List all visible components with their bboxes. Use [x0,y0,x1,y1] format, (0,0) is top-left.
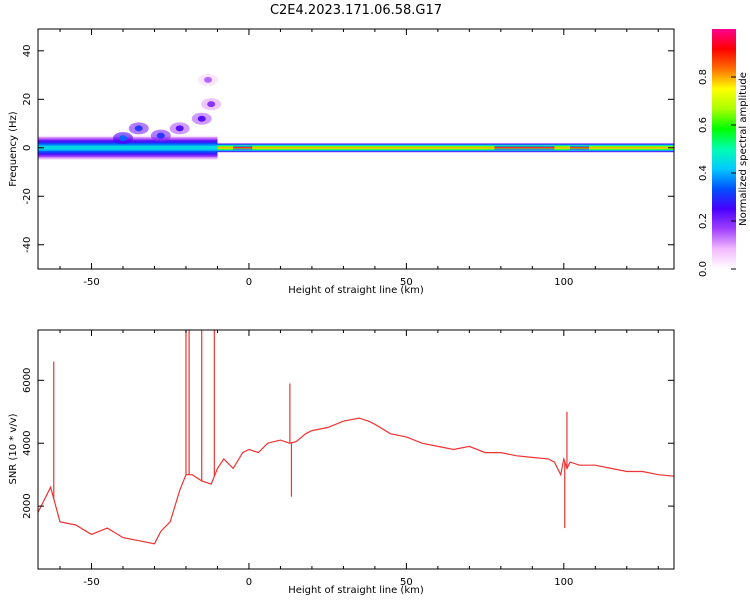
spectrogram-ylabel: Frequency (Hz) [8,111,19,187]
snr-series-line [38,417,674,545]
spectrogram-ticks: -50 0 50 100 -40 -20 0 20 40 [22,29,674,288]
spectrogram-xtick-label: -50 [83,277,99,288]
spectrogram-blob-core [207,101,216,108]
spectrogram-blob-core [156,132,165,139]
colorbar-gradient [712,29,736,269]
colorbar-tick-label: 0.0 [698,261,709,277]
spectrogram-frame [37,28,675,270]
snr-ytick-label: 2000 [22,493,33,518]
snr-frame [37,329,675,570]
spectrogram-ytick-label: 40 [22,44,33,57]
spectrogram-blob-core [197,115,206,122]
snr-xlabel: Height of straight line (km) [288,585,424,596]
spectrogram-band-cell [494,147,555,149]
snr-ylabel: SNR (10 * v/v) [8,413,19,484]
spectrogram-xtick-label: 0 [246,277,252,288]
colorbar: 0.0 0.2 0.4 0.6 0.8 Normalized spectral ampl… [698,29,749,277]
spectrogram-band-cell [217,147,675,149]
spectrogram-blob-core [119,135,128,142]
spectrogram-ytick-label: -20 [22,188,33,204]
colorbar-tick-label: 0.8 [698,69,709,85]
snr-ticks: -50 0 50 100 2000 4000 6000 [22,330,674,588]
snr-line-layer [38,330,674,545]
snr-ytick-label: 4000 [22,430,33,455]
figure-title: C2E4.2023.171.06.58.G17 [270,3,442,18]
spectrogram-xtick-label: 50 [400,277,413,288]
spectrogram-blob-core [175,125,184,132]
colorbar-tick-label: 0.2 [698,213,709,229]
snr-xtick-label: 0 [246,577,252,588]
spectrogram-panel: -50 0 50 100 -40 -20 0 20 40 Height of straight … [8,28,675,296]
colorbar-tick-label: 0.4 [698,165,709,181]
spectrogram-ytick-label: 0 [22,145,33,151]
snr-panel: -50 0 50 100 2000 4000 6000 Height of straight… [8,329,675,596]
spectrogram-xtick-label: 100 [554,277,573,288]
colorbar-tick-label: 0.6 [698,117,709,133]
spectrogram-blob-core [204,76,213,83]
spectrogram-xlabel: Height of straight line (km) [288,285,424,296]
spectrogram-band-cell [233,147,253,149]
snr-ytick-label: 6000 [22,368,33,393]
snr-xtick-label: -50 [83,577,99,588]
spectrogram-band-cell [570,147,589,149]
spectrogram-blob-core [134,125,143,132]
snr-xtick-label: 50 [400,577,413,588]
snr-background [38,330,674,569]
spectrogram-ytick-label: 20 [22,93,33,106]
snr-xtick-label: 100 [554,577,573,588]
spectrogram-ytick-label: -40 [22,237,33,253]
spectrogram-heat-layer [38,73,675,160]
colorbar-ticks: 0.0 0.2 0.4 0.6 0.8 [698,69,736,277]
spectrogram-band-cell [38,145,218,150]
colorbar-label: Normalized spectral amplitude [738,72,749,226]
